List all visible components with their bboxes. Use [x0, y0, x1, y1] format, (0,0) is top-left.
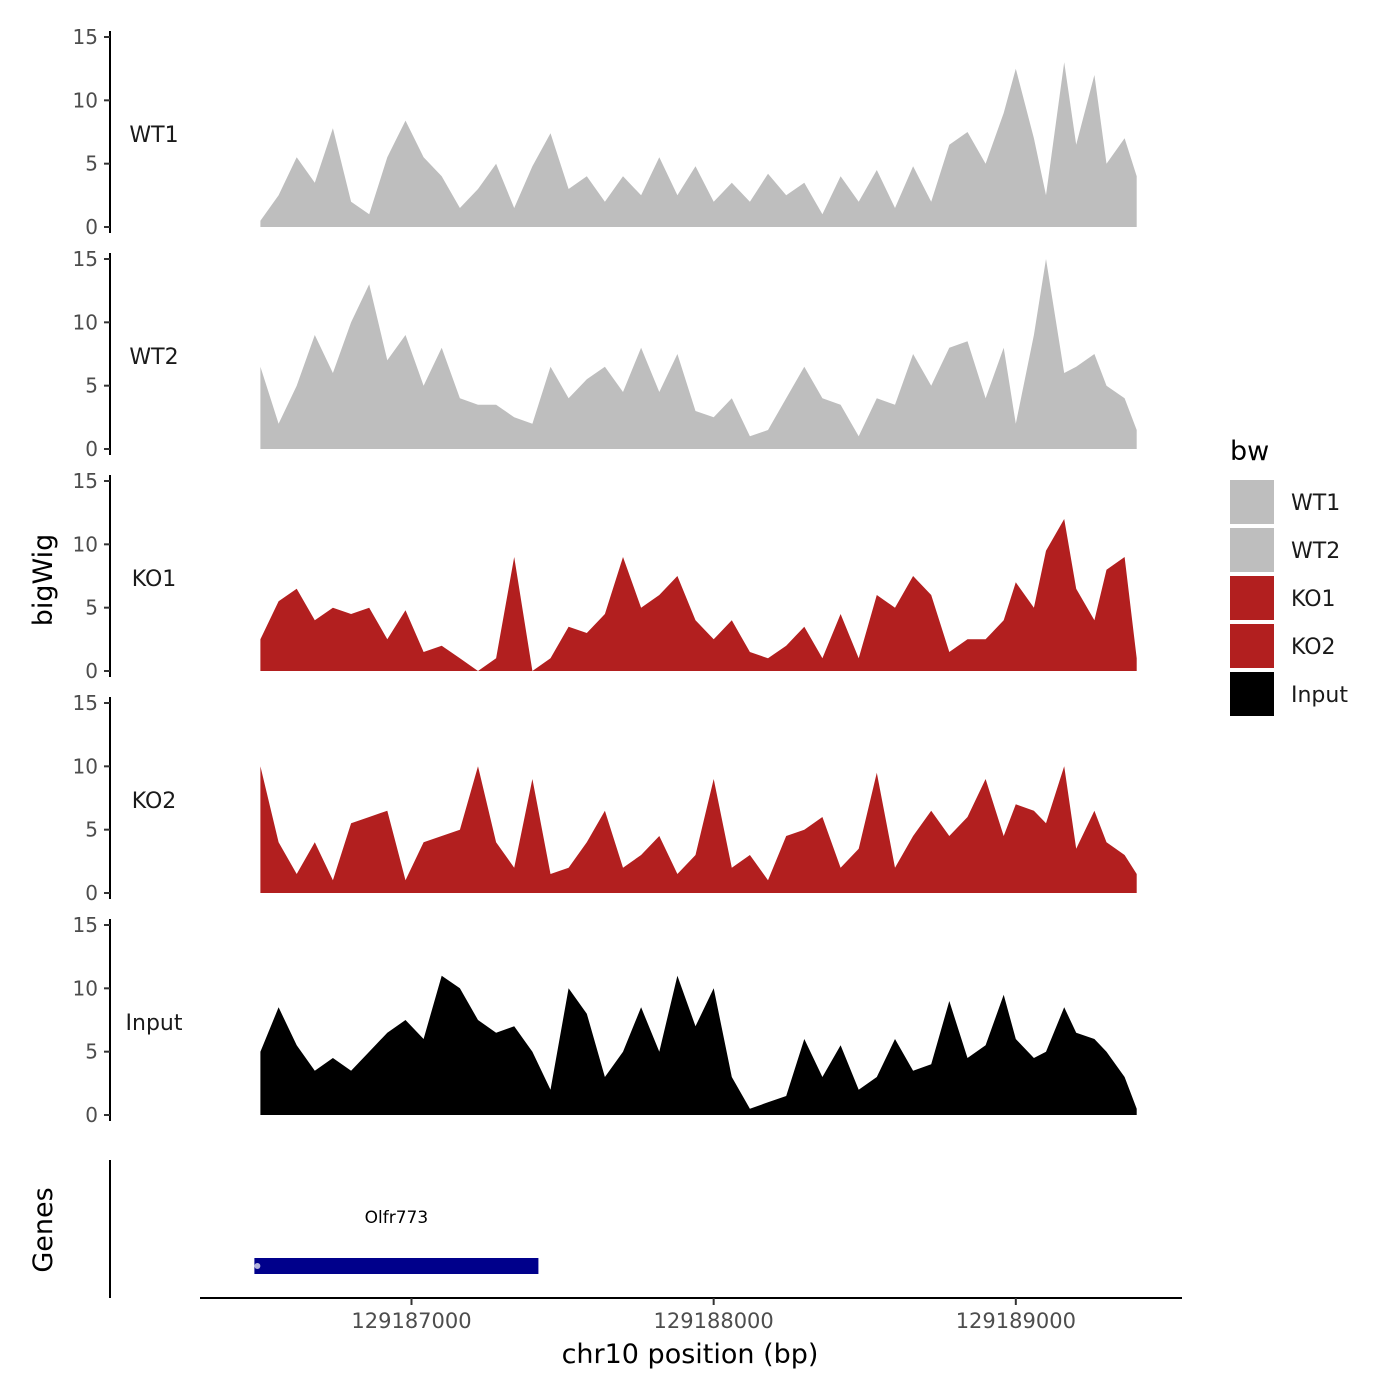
y-tick-label-wt1-10: 10	[73, 88, 98, 112]
series-area-wt1	[260, 62, 1137, 227]
y-tick-label-input-0: 0	[85, 1103, 98, 1127]
gene-strand-mark-olfr773	[254, 1263, 261, 1269]
legend-label-input: Input	[1291, 683, 1348, 708]
track-label-ko1: KO1	[132, 567, 177, 592]
y-tick-label-wt1-15: 15	[73, 25, 98, 49]
y-tick-label-ko1-10: 10	[73, 532, 98, 556]
track-wt2: 0 5 10 15 WT2	[73, 247, 1137, 461]
legend-label-ko1: KO1	[1291, 587, 1336, 612]
y-tick-label-wt2-0: 0	[85, 437, 98, 461]
gene-panel: Olfr773	[109, 1160, 539, 1298]
y-tick-label-wt1-0: 0	[85, 215, 98, 239]
y-tick-label-wt2-15: 15	[73, 247, 98, 271]
series-area-wt2	[260, 259, 1137, 449]
track-ko1: 0 5 10 15 KO1	[73, 469, 1137, 683]
series-area-ko1	[260, 519, 1137, 671]
y-tick-label-ko1-0: 0	[85, 659, 98, 683]
x-axis-title: chr10 position (bp)	[562, 1339, 819, 1370]
track-ko2: 0 5 10 15 KO2	[73, 691, 1137, 905]
y-axis-title: bigWig	[28, 534, 59, 627]
x-tick-label-129189000: 129189000	[956, 1309, 1076, 1333]
y-tick-label-input-5: 5	[85, 1040, 98, 1064]
y-tick-label-ko1-15: 15	[73, 469, 98, 493]
y-tick-label-ko1-5: 5	[85, 596, 98, 620]
legend: bw WT1 WT2 KO1 KO2 Input	[1230, 436, 1348, 716]
gene-bar-olfr773	[254, 1258, 539, 1274]
legend-swatch-input	[1230, 672, 1274, 716]
x-axis: 129187000 129188000 129189000	[200, 1297, 1182, 1333]
legend-swatch-wt1	[1230, 480, 1274, 524]
y-tick-label-ko2-0: 0	[85, 881, 98, 905]
y-tick-label-input-15: 15	[73, 913, 98, 937]
bigwig-tracks: 0 5 10 15 WT1 0 5 10 15 WT2 0 5 10 15 KO1 0 5 10 15 KO2 0 5 10…	[73, 25, 1137, 1127]
track-label-wt1: WT1	[129, 123, 178, 148]
y-tick-label-ko2-5: 5	[85, 818, 98, 842]
legend-swatch-wt2	[1230, 528, 1274, 572]
x-tick-label-129188000: 129188000	[654, 1309, 774, 1333]
legend-swatch-ko2	[1230, 624, 1274, 668]
legend-swatch-ko1	[1230, 576, 1274, 620]
legend-label-wt1: WT1	[1291, 491, 1340, 516]
y-tick-label-wt2-5: 5	[85, 374, 98, 398]
y-tick-label-ko2-10: 10	[73, 754, 98, 778]
track-label-wt2: WT2	[129, 345, 178, 370]
x-tick-label-129187000: 129187000	[351, 1309, 471, 1333]
track-wt1: 0 5 10 15 WT1	[73, 25, 1137, 239]
genes-axis-title: Genes	[28, 1187, 59, 1272]
track-input: 0 5 10 15 Input	[73, 913, 1137, 1127]
track-label-ko2: KO2	[132, 789, 177, 814]
gene-label-olfr773: Olfr773	[365, 1208, 429, 1228]
track-label-input: Input	[126, 1011, 183, 1036]
y-tick-label-ko2-15: 15	[73, 691, 98, 715]
legend-label-wt2: WT2	[1291, 539, 1340, 564]
y-tick-label-wt2-10: 10	[73, 310, 98, 334]
series-area-input	[260, 975, 1137, 1115]
legend-title: bw	[1230, 436, 1269, 467]
legend-label-ko2: KO2	[1291, 635, 1336, 660]
y-tick-label-wt1-5: 5	[85, 152, 98, 176]
series-area-ko2	[260, 766, 1137, 893]
y-tick-label-input-10: 10	[73, 976, 98, 1000]
